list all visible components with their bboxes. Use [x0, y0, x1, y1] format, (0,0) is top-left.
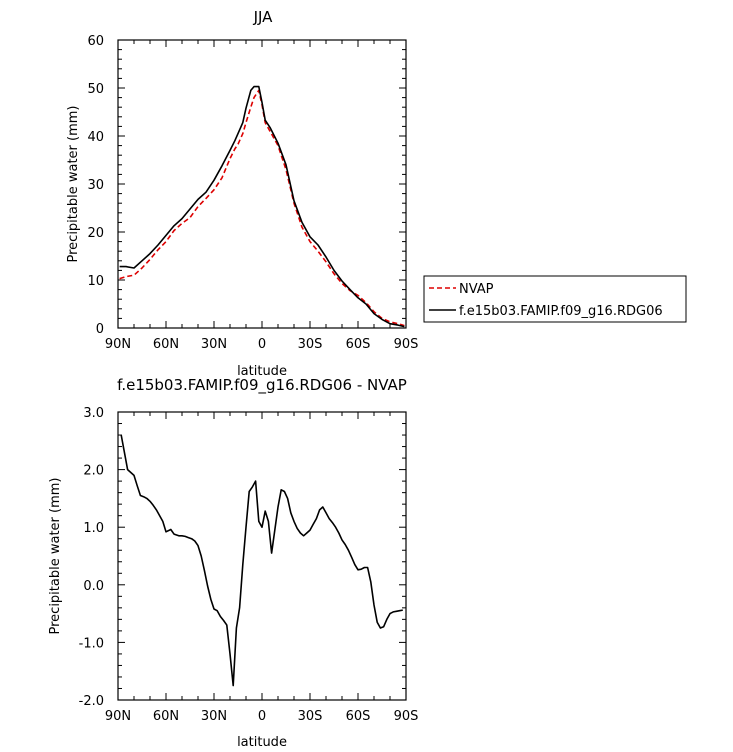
- top-y-tick-label: 50: [87, 82, 104, 97]
- bottom-y-axis-label: Precipitable water (mm): [48, 478, 63, 635]
- bottom-y-tick-label: -2.0: [79, 694, 104, 709]
- top-y-tick-label: 30: [87, 178, 104, 193]
- top-ticks: 90N 60N 30N 0 30S 60S 90S 0 10 20 30 40 50 60: [87, 34, 418, 352]
- bottom-series: [120, 434, 403, 687]
- bottom-x-tick-label: 0: [258, 709, 266, 724]
- top-panel: JJA 90N 60N 30N 0 30S 60S 90S 0 10 20 30 40 50 60 lat…: [66, 8, 418, 379]
- bottom-title: f.e15b03.FAMIP.f09_g16.RDG06 - NVAP: [117, 376, 407, 395]
- top-plot-frame: [117, 39, 407, 329]
- top-y-tick-label: 40: [87, 130, 104, 145]
- bottom-x-tick-label: 60N: [153, 709, 179, 724]
- legend-box: [423, 275, 687, 323]
- top-title: JJA: [253, 8, 274, 26]
- top-y-tick-label: 60: [87, 34, 104, 49]
- top-x-tick-label: 30N: [201, 337, 227, 352]
- top-series-line-nvap: [119, 89, 405, 327]
- top-x-axis-label: latitude: [237, 364, 287, 379]
- bottom-panel: f.e15b03.FAMIP.f09_g16.RDG06 - NVAP 90N 6…: [48, 376, 418, 750]
- bottom-x-tick-label: 90S: [394, 709, 419, 724]
- bottom-y-tick-label: 2.0: [83, 464, 104, 479]
- top-series-line-model: [119, 85, 405, 328]
- bottom-x-tick-label: 30N: [201, 709, 227, 724]
- top-x-tick-label: 0: [258, 337, 266, 352]
- bottom-series-line-model: [120, 434, 403, 687]
- top-y-tick-label: 0: [96, 322, 104, 337]
- top-y-axis-label: Precipitable water (mm): [66, 106, 81, 263]
- legend-label-model: f.e15b03.FAMIP.f09_g16.RDG06: [459, 304, 663, 319]
- top-series: [119, 85, 405, 328]
- bottom-x-axis-label: latitude: [237, 735, 287, 750]
- top-x-tick-label: 60S: [346, 337, 371, 352]
- top-x-tick-label: 60N: [153, 337, 179, 352]
- legend: NVAP f.e15b03.FAMIP.f09_g16.RDG06: [423, 275, 687, 323]
- bottom-plot-frame: [117, 411, 407, 701]
- bottom-y-tick-label: -1.0: [79, 636, 104, 651]
- top-x-tick-label: 90S: [394, 337, 419, 352]
- bottom-x-tick-label: 30S: [298, 709, 323, 724]
- legend-label-nvap: NVAP: [459, 282, 494, 297]
- top-y-tick-label: 20: [87, 226, 104, 241]
- top-x-tick-label: 30S: [298, 337, 323, 352]
- bottom-x-tick-label: 60S: [346, 709, 371, 724]
- bottom-y-tick-label: 0.0: [83, 579, 104, 594]
- bottom-y-tick-label: 3.0: [83, 406, 104, 421]
- top-y-tick-label: 10: [87, 274, 104, 289]
- top-x-tick-label: 90N: [105, 337, 131, 352]
- bottom-x-tick-label: 90N: [105, 709, 131, 724]
- bottom-y-tick-label: 1.0: [83, 521, 104, 536]
- bottom-ticks: 90N 60N 30N 0 30S 60S 90S -2.0 -1.0 0.0 1.0 2.0 3.0: [79, 406, 419, 724]
